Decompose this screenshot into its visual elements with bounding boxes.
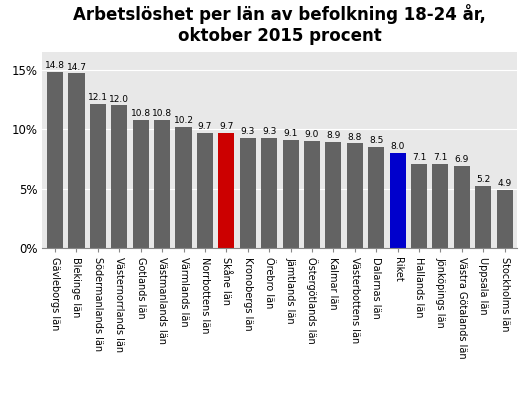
Bar (133, 120, 149, 248)
Bar (240, 138, 256, 248)
Bar (69, 73, 84, 248)
Bar (325, 142, 342, 248)
Bar (90, 104, 106, 248)
Text: 14.7: 14.7 (67, 63, 87, 72)
Text: 7.1: 7.1 (412, 153, 426, 162)
Text: 9.7: 9.7 (197, 122, 212, 131)
Bar (154, 120, 170, 248)
Text: 9.7: 9.7 (219, 122, 233, 131)
Bar (175, 127, 192, 248)
Text: 8.0: 8.0 (390, 142, 405, 151)
Text: 12.1: 12.1 (88, 94, 108, 102)
Bar (411, 164, 427, 248)
Text: 12.0: 12.0 (109, 95, 129, 104)
Text: 7.1: 7.1 (433, 153, 448, 162)
Text: 8.8: 8.8 (347, 133, 362, 142)
Bar (347, 144, 363, 248)
Text: 8.5: 8.5 (369, 136, 383, 145)
Text: 6.9: 6.9 (455, 155, 469, 164)
Text: 9.0: 9.0 (305, 130, 319, 139)
Text: 8.9: 8.9 (326, 132, 341, 140)
Bar (390, 153, 406, 248)
Title: Arbetslöshet per län av befolkning 18-24 år,
oktober 2015 procent: Arbetslöshet per län av befolkning 18-24… (73, 4, 486, 45)
Text: 9.3: 9.3 (262, 127, 276, 136)
Bar (496, 190, 513, 248)
Bar (432, 164, 448, 248)
Bar (111, 106, 127, 248)
Text: 10.2: 10.2 (174, 116, 194, 125)
Text: 9.3: 9.3 (241, 127, 255, 136)
Text: 10.8: 10.8 (130, 109, 151, 118)
Bar (454, 166, 470, 248)
Text: 9.1: 9.1 (284, 129, 298, 138)
Bar (368, 147, 384, 248)
Text: 4.9: 4.9 (497, 179, 512, 188)
Bar (282, 140, 298, 248)
Bar (197, 133, 213, 248)
Text: 10.8: 10.8 (152, 109, 172, 118)
Bar (304, 141, 320, 248)
Bar (47, 72, 63, 248)
Bar (261, 138, 277, 248)
Bar (475, 186, 491, 248)
Text: 5.2: 5.2 (476, 176, 491, 184)
Bar (218, 133, 234, 248)
Text: 14.8: 14.8 (45, 62, 65, 70)
